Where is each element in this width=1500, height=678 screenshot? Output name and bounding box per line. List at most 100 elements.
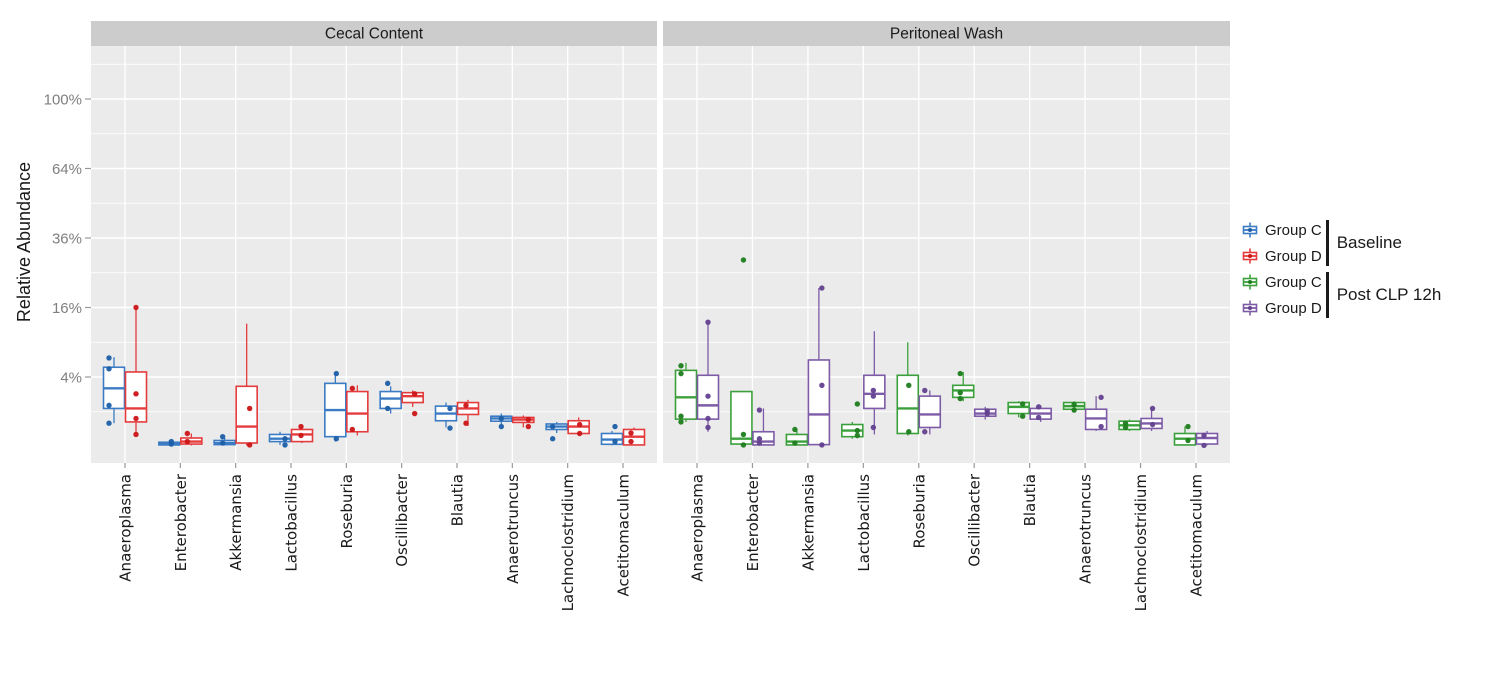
jitter-point (906, 382, 912, 389)
jitter-point (678, 413, 684, 419)
jitter-point (106, 420, 112, 426)
jitter-point (168, 441, 175, 447)
facet-title-peritoneal-wash: Peritoneal Wash (890, 26, 1003, 43)
x-tick-label: Lachnoclostridium (1132, 474, 1150, 611)
jitter-point (906, 429, 912, 435)
x-tick-label: Lactobacillus (855, 474, 873, 572)
jitter-point (133, 431, 139, 438)
jitter-point (870, 393, 877, 399)
jitter-point (1019, 413, 1026, 419)
jitter-point (384, 380, 391, 387)
jitter-point (411, 410, 418, 417)
jitter-point (819, 285, 825, 291)
jitter-point (1185, 423, 1191, 430)
jitter-point (246, 442, 253, 448)
legend-entry-label: Group D (1265, 299, 1322, 317)
jitter-point (349, 385, 356, 392)
jitter-point (756, 440, 763, 446)
facet-strip-cecal (91, 21, 657, 46)
y-axis-title: Relative Abundance (14, 162, 34, 322)
box (379, 390, 402, 410)
x-tick-label: Acetitomaculum (1188, 474, 1206, 596)
jitter-point (628, 430, 634, 436)
legend-entry-label: Group D (1265, 247, 1322, 265)
legend-bracket-baseline (1325, 220, 1329, 266)
x-tick-label: Roseburia (910, 474, 928, 549)
jitter-point (1071, 407, 1077, 413)
jitter-point (756, 407, 763, 413)
jitter-point (106, 355, 112, 361)
jitter-point (678, 363, 684, 369)
jitter-point (740, 431, 747, 438)
x-tick-label: Akkermansia (799, 474, 817, 571)
jitter-point (576, 421, 583, 428)
x-tick-label: Lactobacillus (283, 474, 301, 572)
jitter-point (854, 432, 861, 439)
y-tick-label-4: 4% (60, 369, 82, 386)
legend-entry-groupd-baseline: Group D (1241, 243, 1322, 269)
jitter-point (1149, 421, 1156, 428)
jitter-point (498, 415, 505, 422)
jitter-point (133, 415, 139, 422)
jitter-point (184, 438, 191, 445)
y-tick-label-100: 100% (44, 91, 82, 108)
y-tick-label-16: 16% (52, 300, 82, 317)
jitter-point (1035, 414, 1042, 421)
box (124, 371, 148, 423)
jitter-point (678, 370, 684, 377)
x-tick-label: Anaerotruncus (504, 474, 522, 584)
x-tick-label: Lachnoclostridium (559, 474, 577, 611)
jitter-point (447, 405, 453, 412)
jitter-point (1122, 420, 1129, 426)
jitter-point (957, 389, 963, 396)
jitter-point (133, 391, 139, 397)
jitter-point (854, 401, 861, 407)
y-tick-label-36: 36% (52, 230, 82, 247)
jitter-point (576, 430, 583, 437)
jitter-point (612, 438, 618, 445)
jitter-point (628, 438, 634, 445)
x-tick-label: Acetitomaculum (615, 474, 633, 596)
jitter-point (705, 393, 711, 399)
legend-group-baseline: Group C Group D Baseline (1241, 217, 1441, 269)
legend-group-postclp: Group C Group D Post CLP 12h (1241, 269, 1441, 321)
x-tick-label: Enterobacter (172, 473, 190, 571)
jitter-point (705, 319, 711, 325)
jitter-point (298, 432, 304, 439)
box (674, 369, 698, 420)
jitter-point (922, 429, 928, 435)
jitter-point (740, 257, 747, 263)
jitter-point (106, 402, 112, 409)
jitter-point (349, 426, 356, 433)
x-tick-label: Anaeroplasma (117, 474, 135, 582)
box (346, 390, 369, 433)
jitter-point (678, 419, 684, 425)
boxplot-key-glyph-part (1248, 280, 1252, 284)
jitter-point (282, 436, 288, 442)
jitter-point (819, 382, 825, 389)
jitter-point (447, 425, 453, 431)
jitter-point (870, 424, 877, 431)
jitter-point (219, 440, 226, 446)
legend-entry-label: Group C (1265, 273, 1322, 291)
jitter-point (133, 304, 139, 311)
x-tick-label: Enterobacter (744, 473, 762, 571)
jitter-point (525, 423, 532, 430)
jitter-point (1201, 442, 1207, 449)
x-tick-label: Oscillibacter (393, 473, 411, 567)
jitter-point (870, 387, 877, 394)
x-tick-label: Oscillibacter (966, 473, 984, 567)
box (752, 430, 775, 446)
jitter-point (525, 416, 532, 423)
jitter-point (333, 436, 340, 442)
box (918, 395, 942, 429)
boxplot-key-icon (1242, 248, 1258, 264)
box (235, 385, 258, 444)
jitter-point (219, 433, 226, 440)
x-tick-label: Akkermansia (227, 474, 245, 571)
jitter-point (1185, 437, 1191, 444)
panel-background (91, 46, 657, 463)
jitter-point (957, 395, 963, 402)
jitter-point (1098, 394, 1104, 401)
